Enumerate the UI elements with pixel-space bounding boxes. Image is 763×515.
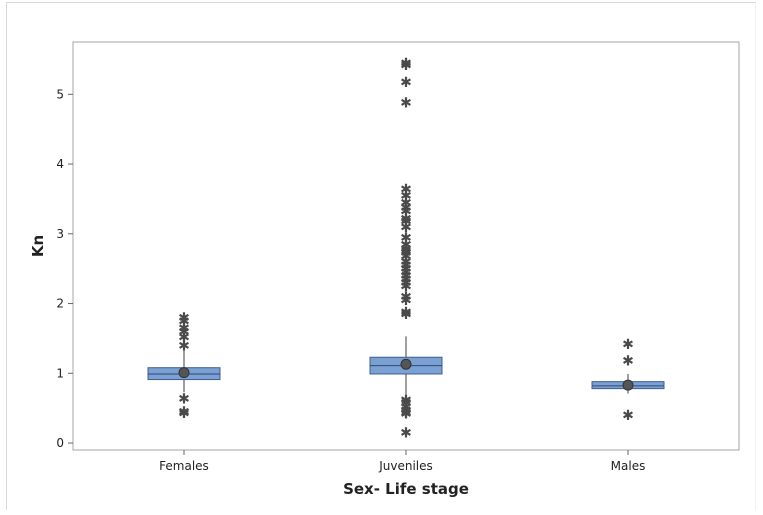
outlier-point: ✱ <box>400 255 412 271</box>
outlier-point: ✱ <box>400 305 412 321</box>
outlier-point: ✱ <box>400 249 412 265</box>
x-tick-label: Juveniles <box>378 459 433 473</box>
mean-marker <box>622 379 634 391</box>
outlier-point: ✱ <box>400 211 412 227</box>
outlier-point: ✱ <box>400 307 412 323</box>
outlier-point: ✱ <box>400 220 412 236</box>
outlier-point: ✱ <box>400 56 412 72</box>
y-axis-title: Kn <box>29 235 47 257</box>
outlier-point: ✱ <box>178 324 190 340</box>
x-axis: Females Juveniles Males <box>159 450 645 473</box>
y-tick-label: 3 <box>56 227 64 241</box>
outlier-point: ✱ <box>400 188 412 204</box>
outlier-point: ✱ <box>400 269 412 285</box>
outlier-point: ✱ <box>400 279 412 295</box>
outlier-point: ✱ <box>400 293 412 309</box>
outlier-point: ✱ <box>178 321 190 337</box>
outlier-point: ✱ <box>400 400 412 416</box>
outlier-point: ✱ <box>400 403 412 419</box>
y-tick-label: 4 <box>56 157 64 171</box>
y-tick-label: 0 <box>56 436 64 450</box>
outlier-point: ✱ <box>400 237 412 253</box>
outlier-point: ✱ <box>400 204 412 220</box>
outlier-point: ✱ <box>622 408 634 424</box>
box-group-females: ✱✱✱✱✱✱✱✱✱ <box>147 310 221 422</box>
outlier-point: ✱ <box>400 426 412 442</box>
box-group-juveniles: ✱✱✱✱✱✱✱✱✱✱✱✱✱✱✱✱✱✱✱✱✱✱✱✱✱✱✱✱✱✱✱✱✱✱✱✱✱ <box>369 56 443 442</box>
outlier-point: ✱ <box>622 354 634 370</box>
boxes: ✱✱✱✱✱✱✱✱✱✱✱✱✱✱✱✱✱✱✱✱✱✱✱✱✱✱✱✱✱✱✱✱✱✱✱✱✱✱✱✱… <box>147 56 665 442</box>
x-axis-title: Sex- Life stage <box>343 480 469 498</box>
x-tick-label: Males <box>611 459 646 473</box>
outlier-point: ✱ <box>178 338 190 354</box>
y-tick-label: 5 <box>56 87 64 101</box>
outlier-point: ✱ <box>400 182 412 198</box>
outlier-point: ✱ <box>400 58 412 74</box>
outlier-point: ✱ <box>400 405 412 421</box>
outlier-point: ✱ <box>400 75 412 91</box>
outlier-point: ✱ <box>400 393 412 409</box>
outlier-point: ✱ <box>400 262 412 278</box>
outlier-point: ✱ <box>178 406 190 422</box>
outlier-point: ✱ <box>400 195 412 211</box>
outlier-point: ✱ <box>178 310 190 326</box>
chart-frame <box>6 2 756 510</box>
y-tick-label: 1 <box>56 366 64 380</box>
outlier-point: ✱ <box>178 314 190 330</box>
outlier-point: ✱ <box>178 405 190 421</box>
mean-marker <box>178 367 190 379</box>
outlier-point: ✱ <box>400 290 412 306</box>
outlier-point: ✱ <box>400 258 412 274</box>
outlier-point: ✱ <box>400 265 412 281</box>
outlier-point: ✱ <box>400 276 412 292</box>
outlier-point: ✱ <box>400 214 412 230</box>
outlier-point: ✱ <box>400 396 412 412</box>
outlier-point: ✱ <box>400 242 412 258</box>
mean-marker <box>400 358 412 370</box>
outlier-point: ✱ <box>178 391 190 407</box>
outlier-point: ✱ <box>400 246 412 262</box>
outlier-point: ✱ <box>400 96 412 112</box>
x-tick-label: Females <box>159 459 209 473</box>
outlier-point: ✱ <box>400 230 412 246</box>
outlier-point: ✱ <box>400 407 412 423</box>
outlier-point: ✱ <box>400 272 412 288</box>
outlier-point: ✱ <box>178 330 190 346</box>
y-tick-label: 2 <box>56 297 64 311</box>
outlier-point: ✱ <box>622 337 634 353</box>
outlier-point: ✱ <box>400 200 412 216</box>
y-axis: 0 1 2 3 4 5 <box>56 87 73 450</box>
outlier-point: ✱ <box>400 244 412 260</box>
box-group-males: ✱✱✱ <box>591 337 665 424</box>
